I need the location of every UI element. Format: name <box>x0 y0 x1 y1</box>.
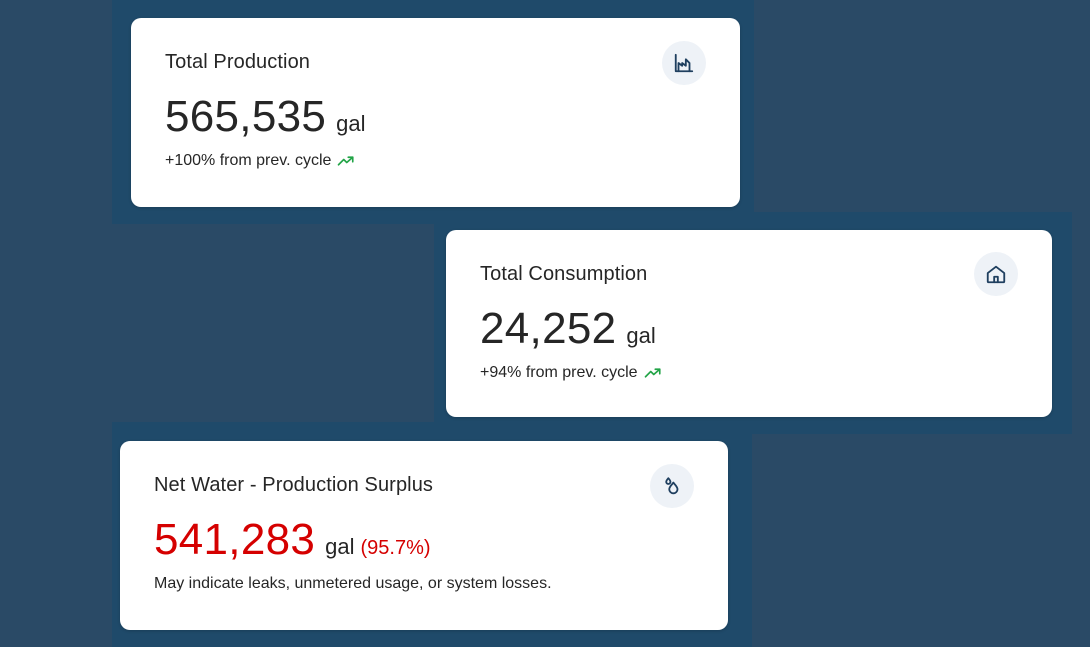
net-water-note: May indicate leaks, unmetered usage, or … <box>154 575 552 592</box>
water-drops-icon <box>650 464 694 508</box>
production-value-row: 565,535 gal <box>165 92 366 142</box>
net-water-percent: (95.7%) <box>360 537 431 559</box>
trending-up-icon <box>644 368 661 378</box>
factory-icon <box>662 41 706 85</box>
total-consumption-card: Total Consumption 24,252 gal +94% from p… <box>446 230 1052 417</box>
net-water-value: 541,283 <box>154 515 316 564</box>
production-unit: gal <box>336 111 366 136</box>
net-water-note-row: May indicate leaks, unmetered usage, or … <box>154 575 552 593</box>
consumption-change-text: +94% from prev. cycle <box>480 364 638 381</box>
consumption-value: 24,252 <box>480 304 617 353</box>
consumption-unit: gal <box>626 323 656 348</box>
total-production-card: Total Production 565,535 gal +100% from … <box>131 18 740 207</box>
home-icon <box>974 252 1018 296</box>
card-title: Total Consumption <box>480 263 648 285</box>
card-title: Total Production <box>165 51 311 73</box>
net-water-unit: gal <box>325 534 355 559</box>
consumption-change-row: +94% from prev. cycle <box>480 364 662 382</box>
consumption-value-row: 24,252 gal <box>480 304 656 354</box>
trending-up-icon <box>338 156 355 166</box>
card-title: Net Water - Production Surplus <box>154 474 434 496</box>
production-change-text: +100% from prev. cycle <box>165 152 332 169</box>
net-water-card: Net Water - Production Surplus 541,283 g… <box>120 441 728 630</box>
net-water-value-row: 541,283 gal (95.7%) <box>154 515 431 565</box>
production-value: 565,535 <box>165 92 327 141</box>
production-change-row: +100% from prev. cycle <box>165 152 355 170</box>
